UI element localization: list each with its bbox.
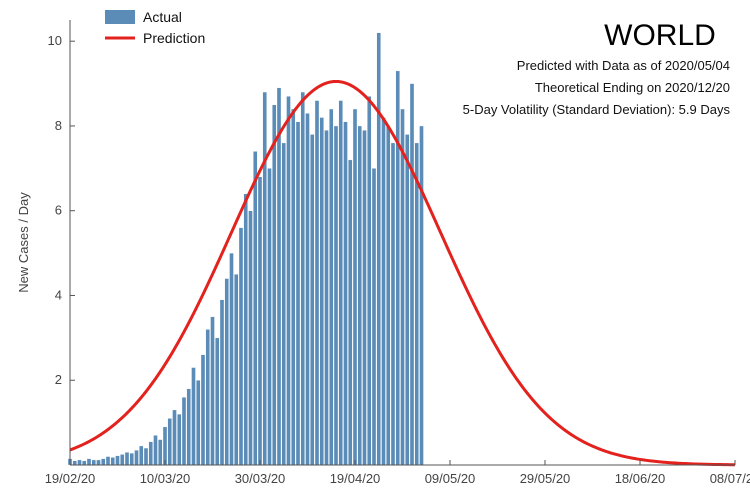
chart-subtitle: 5-Day Volatility (Standard Deviation): 5… <box>463 102 731 117</box>
y-axis-label: New Cases / Day <box>16 192 31 293</box>
y-tick-label: 10 <box>48 33 62 48</box>
chart-subtitle: Theoretical Ending on 2020/12/20 <box>535 80 730 95</box>
x-tick-label: 30/03/20 <box>235 471 286 486</box>
x-tick-label: 29/05/20 <box>520 471 571 486</box>
chart-subtitle: Predicted with Data as of 2020/05/04 <box>517 58 730 73</box>
x-tick-label: 09/05/20 <box>425 471 476 486</box>
y-tick-label: 6 <box>55 203 62 218</box>
chart-svg: 2 4 6 8 10 19/02/20 10/03/20 30/03/20 19/04/20 09… <box>0 0 750 500</box>
legend-swatch-actual <box>105 10 135 24</box>
chart-title: WORLD <box>604 19 716 52</box>
y-tick-label: 8 <box>55 118 62 133</box>
chart-container: 2 4 6 8 10 19/02/20 10/03/20 30/03/20 19/04/20 09… <box>0 0 750 500</box>
x-tick-label: 10/03/20 <box>140 471 191 486</box>
x-tick-label: 19/02/20 <box>45 471 96 486</box>
legend-label-prediction: Prediction <box>143 30 205 46</box>
legend-label-actual: Actual <box>143 9 182 25</box>
x-tick-label: 19/04/20 <box>330 471 381 486</box>
x-tick-label: 18/06/20 <box>615 471 666 486</box>
y-tick-label: 2 <box>55 372 62 387</box>
y-tick-label: 4 <box>55 287 62 302</box>
x-tick-label: 08/07/20 <box>710 471 750 486</box>
